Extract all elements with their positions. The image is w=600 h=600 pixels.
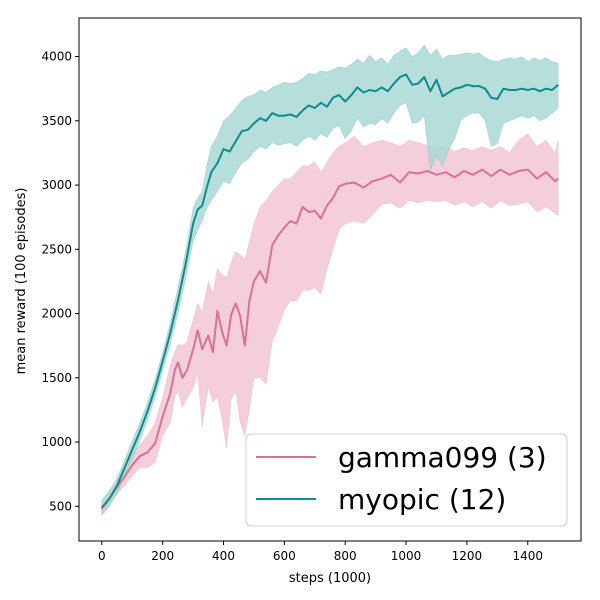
legend-label-gamma099: gamma099 (3) bbox=[338, 441, 547, 474]
x-tick-label: 600 bbox=[273, 549, 296, 563]
x-tick-label: 0 bbox=[98, 549, 106, 563]
y-tick-label: 2500 bbox=[41, 242, 72, 256]
x-tick-label: 1200 bbox=[452, 549, 483, 563]
x-tick-label: 200 bbox=[151, 549, 174, 563]
y-tick-label: 1000 bbox=[41, 435, 72, 449]
legend-label-myopic: myopic (12) bbox=[338, 483, 506, 516]
x-axis-label: steps (1000) bbox=[289, 571, 371, 586]
x-tick-label: 400 bbox=[212, 549, 235, 563]
x-tick-label: 1400 bbox=[512, 549, 543, 563]
plot-frame bbox=[78, 17, 582, 542]
confidence-bands bbox=[101, 44, 559, 517]
y-tick-label: 4000 bbox=[41, 50, 72, 64]
series-line-myopic bbox=[101, 73, 559, 509]
x-tick-label: 800 bbox=[334, 549, 357, 563]
y-tick-label: 3000 bbox=[41, 178, 72, 192]
y-tick-label: 2000 bbox=[41, 307, 72, 321]
x-axis-ticks: 0 200 400 600 800 1000 1200 1400 bbox=[98, 541, 543, 563]
y-tick-label: 1500 bbox=[41, 371, 72, 385]
y-tick-label: 3500 bbox=[41, 114, 72, 128]
band-myopic bbox=[101, 44, 559, 517]
legend-box bbox=[245, 433, 568, 527]
x-tick-label: 1000 bbox=[391, 549, 422, 563]
series-line-gamma099 bbox=[100, 168, 559, 510]
y-axis-label: mean reward (100 episodes) bbox=[14, 188, 29, 375]
band-gamma099 bbox=[101, 133, 559, 515]
y-axis-ticks: 500 1000 1500 2000 2500 3000 3500 4000 bbox=[41, 50, 79, 513]
series-lines bbox=[100, 73, 559, 510]
legend: gamma099 (3) myopic (12) bbox=[245, 433, 568, 527]
y-tick-label: 500 bbox=[49, 499, 72, 513]
